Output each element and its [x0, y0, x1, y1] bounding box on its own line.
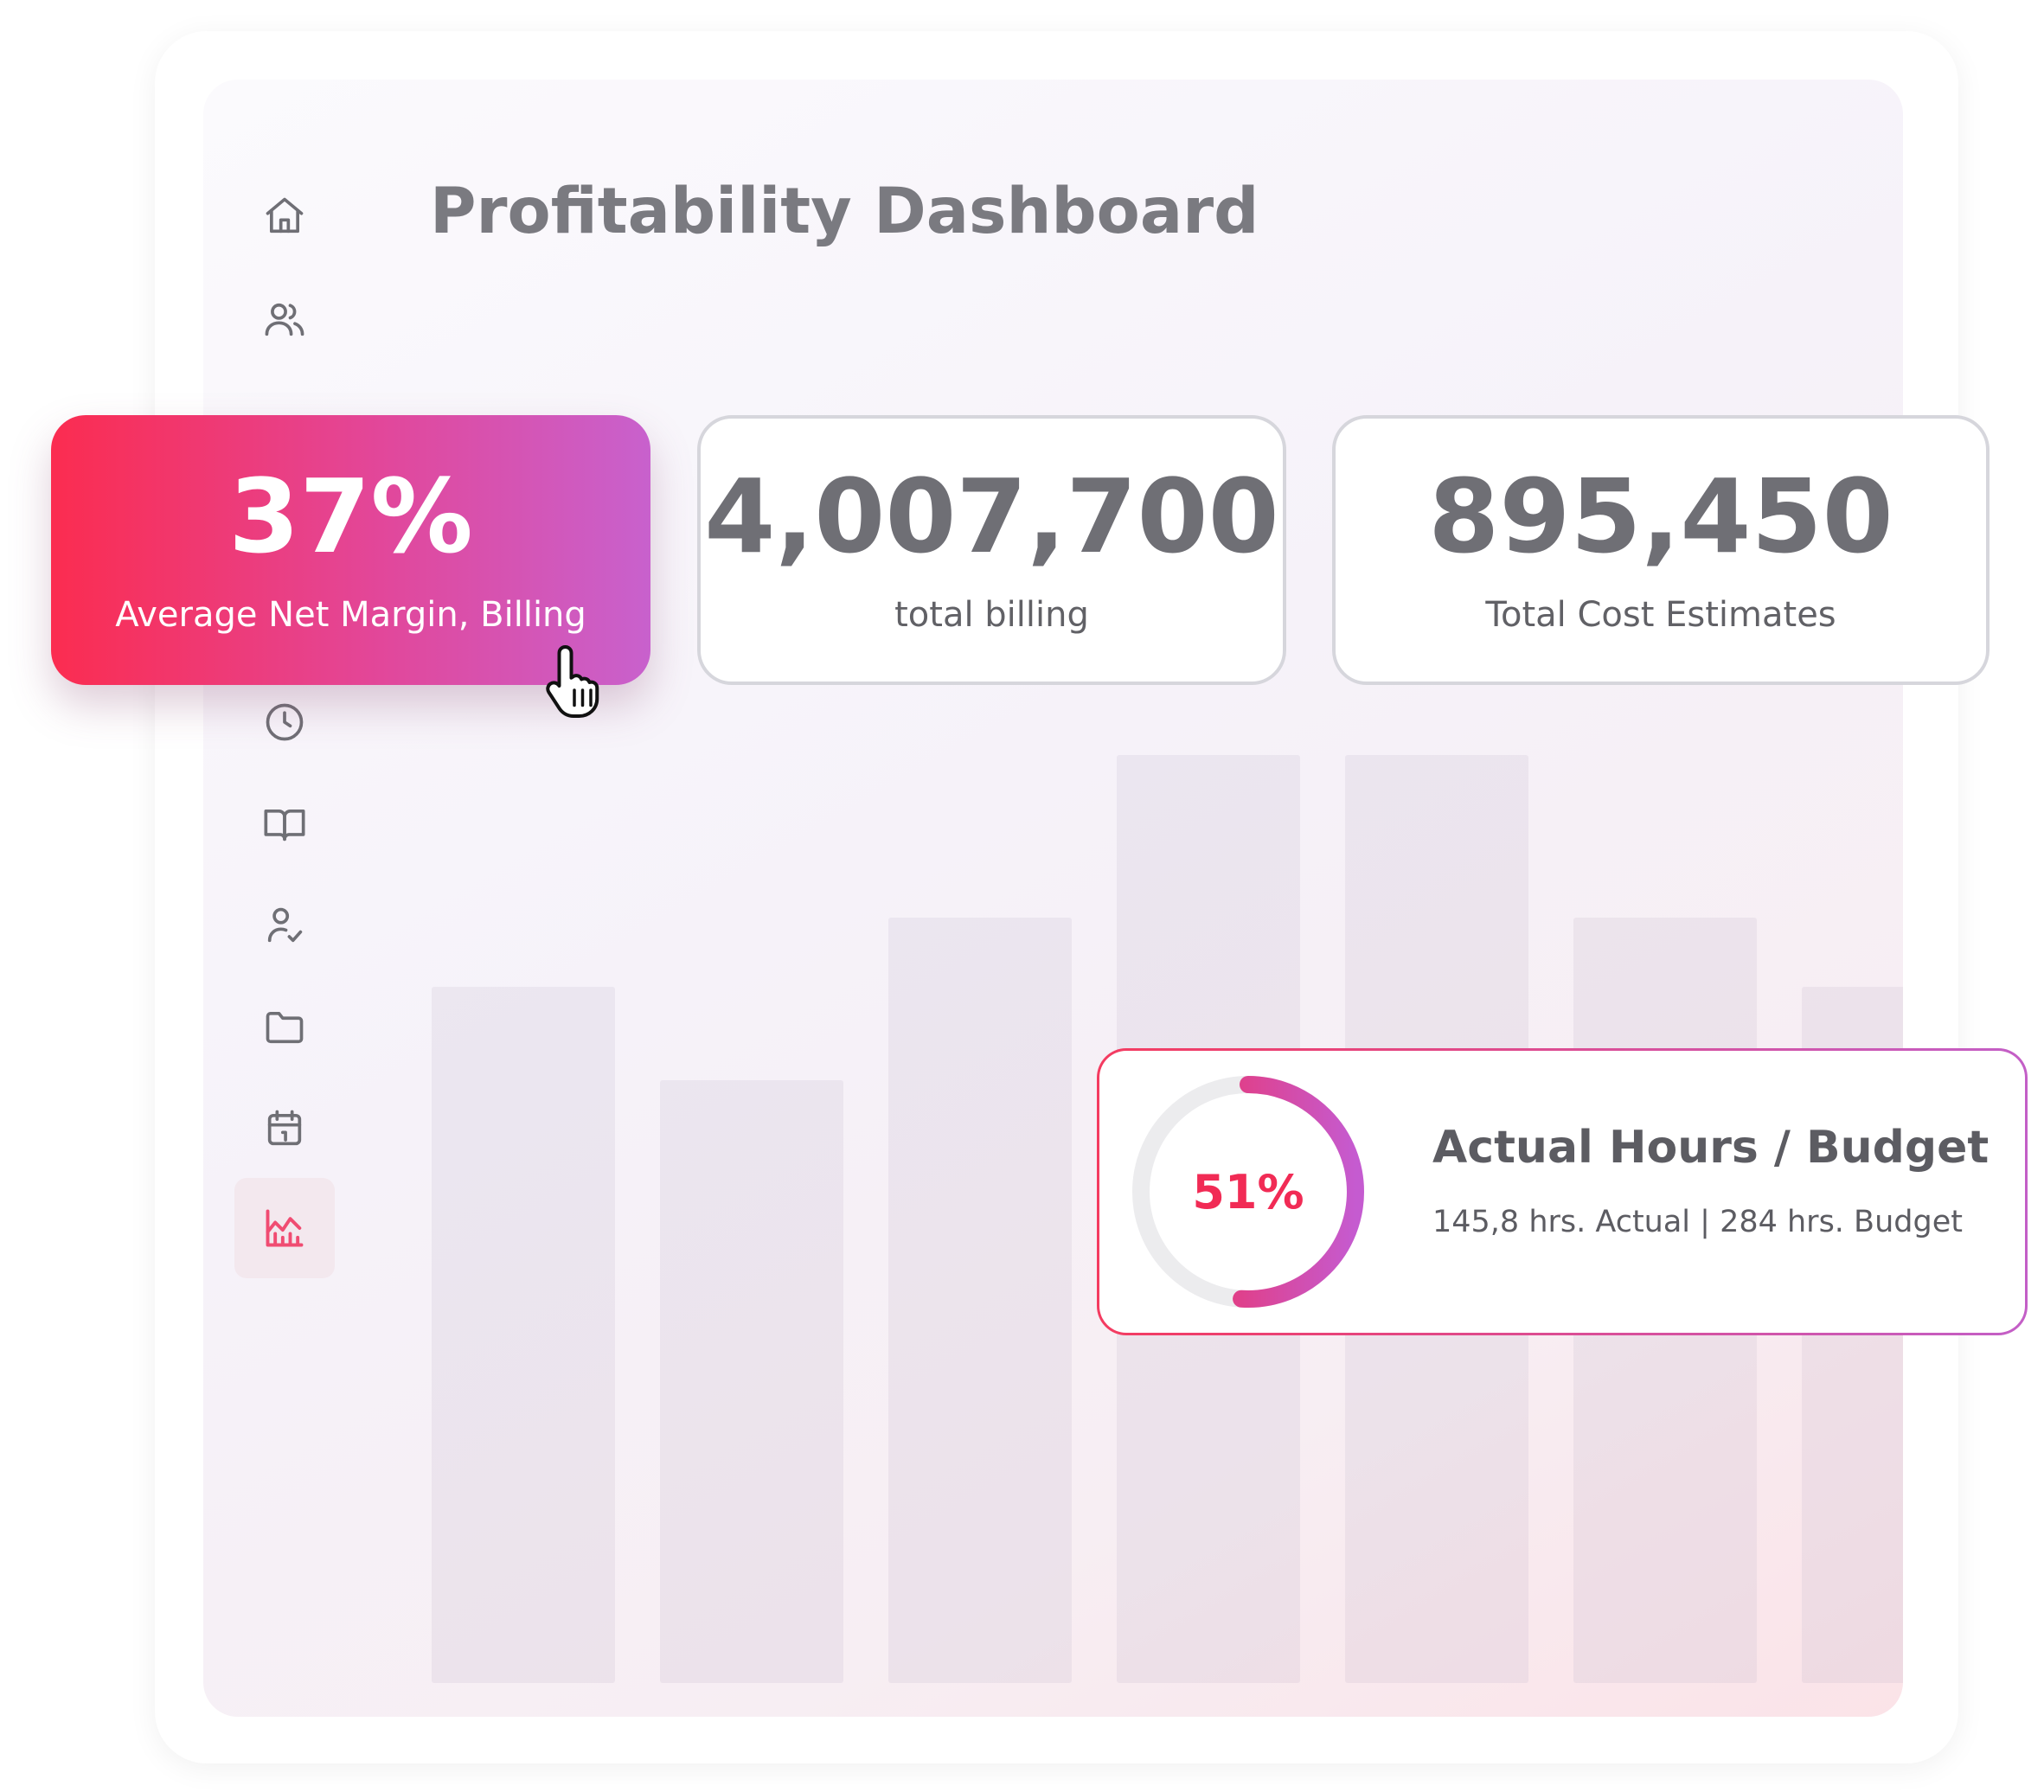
kpi-value: 895,450: [1428, 457, 1893, 576]
book-icon: [264, 809, 305, 842]
kpi-label: Total Cost Estimates: [1485, 595, 1836, 635]
sidebar-item-projects[interactable]: [234, 976, 335, 1077]
hours-title: Actual Hours / Budget: [1432, 1122, 1990, 1174]
sidebar-item-users[interactable]: [234, 269, 335, 369]
kpi-value: 37%: [228, 457, 473, 576]
kpi-card-total-billing[interactable]: 4,007,700 total billing: [697, 415, 1286, 685]
page-title: Profitability Dashboard: [430, 175, 1259, 248]
kpi-card-total-cost[interactable]: 895,450 Total Cost Estimates: [1332, 415, 1990, 685]
background-bar-chart: [203, 80, 1903, 1717]
sidebar-item-library[interactable]: [234, 774, 335, 874]
background-bar: [432, 987, 615, 1683]
kpi-label: Average Net Margin, Billing: [115, 595, 586, 635]
folder-icon: [266, 1011, 304, 1044]
users-icon: [265, 303, 304, 336]
home-icon: [266, 197, 304, 234]
progress-ring-fill: [1132, 1076, 1364, 1308]
dashboard-window: Profitability Dashboard: [203, 80, 1903, 1717]
sidebar-item-analytics[interactable]: [234, 1178, 335, 1278]
hours-detail: 145,8 hrs. Actual | 284 hrs. Budget: [1432, 1205, 1963, 1239]
background-bar: [888, 917, 1072, 1683]
sidebar-item-approvals[interactable]: [234, 875, 335, 976]
hand-pointer-icon: [546, 645, 599, 718]
kpi-card-net-margin[interactable]: 37% Average Net Margin, Billing: [51, 415, 650, 685]
sidebar-item-time[interactable]: [234, 672, 335, 772]
actual-hours-card-body: 51% Actual Hours / Budget 145,8 hrs. Act…: [1099, 1051, 2025, 1333]
calendar-icon: [267, 1110, 302, 1146]
sidebar-item-calendar[interactable]: [234, 1078, 335, 1179]
analytics-chart-icon: [266, 1209, 304, 1247]
hours-percent: 51%: [1192, 1164, 1304, 1219]
kpi-value: 4,007,700: [704, 457, 1279, 576]
background-bar: [660, 1079, 843, 1683]
hours-progress-ring: 51%: [1129, 1072, 1368, 1311]
user-check-icon: [267, 907, 303, 943]
clock-icon: [266, 703, 304, 741]
kpi-label: total billing: [894, 595, 1089, 635]
actual-hours-card[interactable]: 51% Actual Hours / Budget 145,8 hrs. Act…: [1097, 1048, 2028, 1335]
sidebar-item-home[interactable]: [234, 166, 335, 266]
